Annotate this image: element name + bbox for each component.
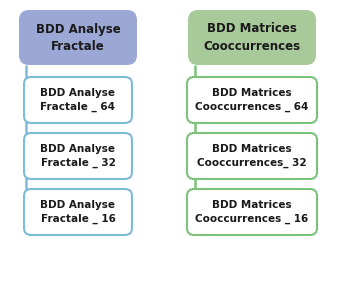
FancyBboxPatch shape [24,189,132,235]
FancyBboxPatch shape [24,133,132,179]
Text: BDD Analyse
Fractale _ 16: BDD Analyse Fractale _ 16 [40,200,116,224]
Text: BDD Analyse
Fractale _ 64: BDD Analyse Fractale _ 64 [40,88,116,112]
FancyBboxPatch shape [187,77,317,123]
Text: BDD Matrices
Cooccurrences _ 16: BDD Matrices Cooccurrences _ 16 [195,200,309,224]
FancyBboxPatch shape [19,10,137,65]
Text: BDD Matrices
Cooccurrences_ 32: BDD Matrices Cooccurrences_ 32 [197,144,307,168]
Text: BDD Analyse
Fractale _ 32: BDD Analyse Fractale _ 32 [40,144,116,168]
Text: BDD Matrices
Cooccurrences _ 64: BDD Matrices Cooccurrences _ 64 [195,88,309,112]
Text: BDD Matrices
Cooccurrences: BDD Matrices Cooccurrences [203,23,301,52]
FancyBboxPatch shape [187,133,317,179]
FancyBboxPatch shape [24,77,132,123]
Text: BDD Analyse
Fractale: BDD Analyse Fractale [36,23,120,52]
FancyBboxPatch shape [187,189,317,235]
FancyBboxPatch shape [188,10,316,65]
